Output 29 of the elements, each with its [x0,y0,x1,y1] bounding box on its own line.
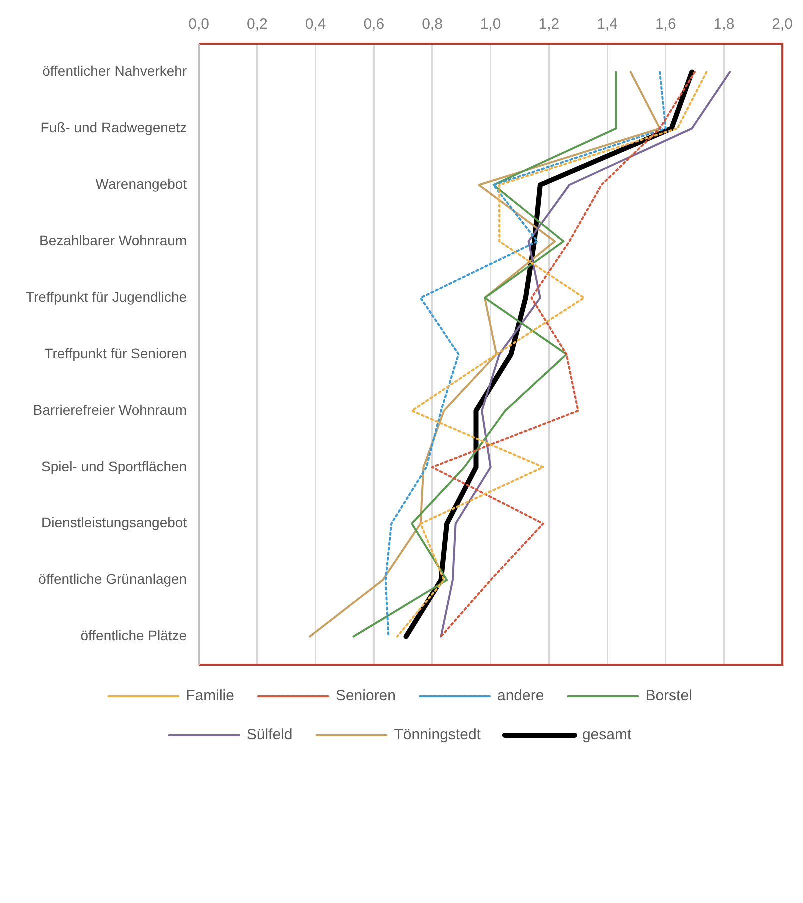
x-tick-label: 1,0 [480,16,502,34]
legend-label: gesamt [582,726,632,744]
x-tick-label: 0,4 [305,16,326,34]
y-tick-label: öffentliche Plätze [80,628,188,644]
legend-label: Tönningstedt [394,726,482,744]
y-tick-label: Spiel- und Sportflächen [42,458,188,474]
legend-label: Senioren [336,688,396,705]
x-tick-label: 0,2 [247,16,268,34]
x-tick-label: 1,4 [597,16,618,34]
x-tick-label: 1,8 [714,16,735,34]
x-tick-label: 1,6 [655,16,676,34]
legend-label: Familie [186,688,234,705]
x-tick-label: 0,6 [364,16,385,34]
y-tick-label: Treffpunkt für Jugendliche [26,288,188,305]
x-tick-label: 1,2 [538,16,560,34]
y-tick-label: Bezahlbarer Wohnraum [39,232,188,248]
y-tick-label: Dienstleistungsangebot [42,514,188,531]
x-tick-label: 0,0 [188,16,210,34]
x-tick-label: 0,8 [422,16,443,34]
y-tick-label: öffentliche Grünanlagen [38,571,188,588]
legend-label: Borstel [646,688,692,705]
y-tick-label: Treffpunkt für Senioren [44,345,188,362]
y-tick-label: Fuß- und Radwegenetz [40,120,188,136]
y-tick-label: öffentlicher Nahverkehr [42,63,188,80]
y-tick-label: Warenangebot [96,176,188,192]
x-tick-label: 2,0 [772,16,794,34]
y-tick-label: Barrierefreier Wohnraum [33,402,188,418]
legend-label: andere [497,688,544,705]
legend-label: Sülfeld [246,726,293,744]
